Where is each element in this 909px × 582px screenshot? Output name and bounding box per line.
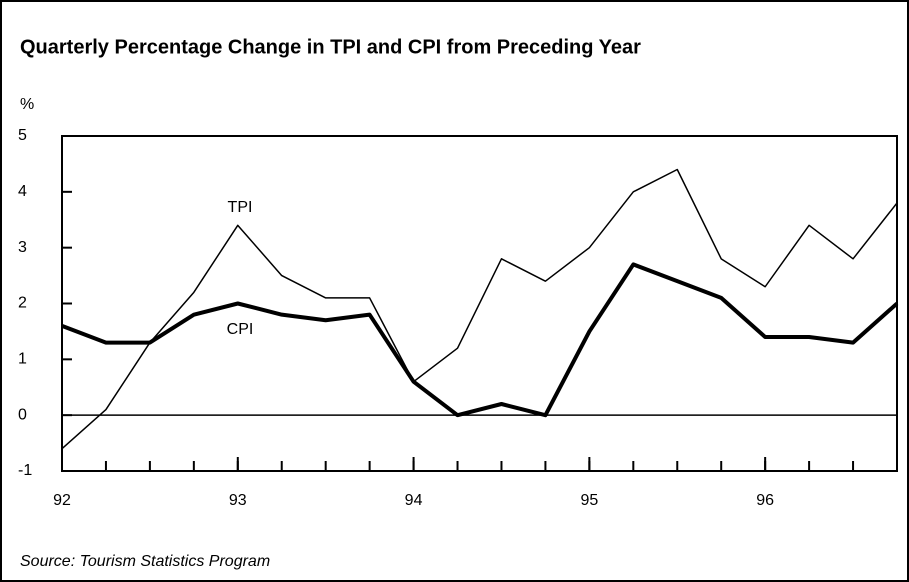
y-tick-label: 4 [18, 183, 27, 200]
chart-title: Quarterly Percentage Change in TPI and C… [20, 36, 641, 58]
y-tick-label: 3 [18, 239, 27, 256]
series-label: TPI [228, 199, 253, 216]
x-tick-label: 95 [580, 492, 598, 509]
series-line [61, 262, 899, 418]
x-tick-label: 92 [53, 492, 71, 509]
x-tick-label: 96 [756, 492, 774, 509]
x-tick-label: 94 [405, 492, 423, 509]
y-tick-label: 2 [18, 295, 27, 312]
y-tick-label: 1 [18, 351, 27, 368]
x-tick-label: 93 [229, 492, 247, 509]
y-tick-label: 0 [18, 406, 27, 423]
series-line [61, 168, 898, 450]
y-tick-label: 5 [18, 127, 27, 144]
y-tick-label: -1 [18, 462, 32, 479]
y-axis-label: % [20, 96, 34, 113]
source: Source: Tourism Statistics Program [20, 553, 270, 570]
series-label: CPI [227, 321, 254, 338]
